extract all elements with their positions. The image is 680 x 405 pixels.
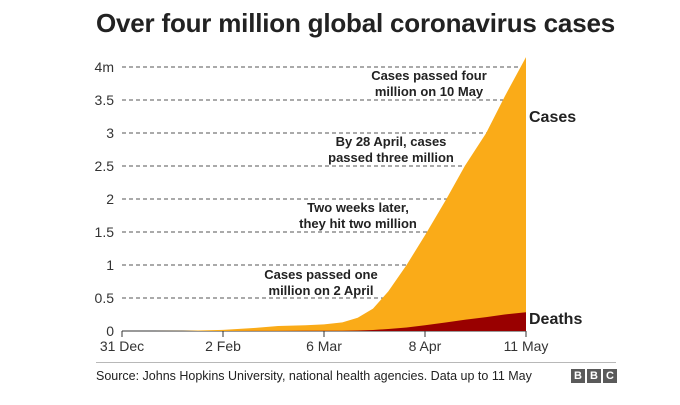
annotation-text: Two weeks later, bbox=[307, 200, 409, 215]
x-tick-label: 11 May bbox=[504, 338, 549, 354]
x-tick-label: 8 Apr bbox=[409, 338, 442, 354]
bbc-logo-block: B bbox=[587, 369, 601, 383]
x-tick-label: 6 Mar bbox=[306, 338, 342, 354]
area-series bbox=[122, 57, 526, 331]
annotation-text: million on 10 May bbox=[375, 84, 484, 99]
annotation-text: million on 2 April bbox=[269, 283, 374, 298]
y-axis-ticks: 0 0.5 1 1.5 2 2.5 3 3.5 4m bbox=[95, 59, 115, 339]
y-tick-label: 3.5 bbox=[95, 92, 115, 108]
area-chart: 0 0.5 1 1.5 2 2.5 3 3.5 4m 31 Dec 2 Feb 6 Mar 8 Apr… bbox=[95, 57, 582, 354]
y-tick-label: 4m bbox=[95, 59, 114, 75]
series-label-deaths: Deaths bbox=[529, 311, 582, 328]
x-tick-label: 31 Dec bbox=[100, 338, 144, 354]
y-tick-label: 2 bbox=[106, 191, 114, 207]
series-labels: Cases Deaths bbox=[529, 109, 582, 328]
x-tick-label: 2 Feb bbox=[205, 338, 241, 354]
annotation-text: By 28 April, cases bbox=[336, 134, 447, 149]
annotation-text: they hit two million bbox=[299, 216, 417, 231]
y-tick-label: 1.5 bbox=[95, 224, 115, 240]
y-tick-label: 2.5 bbox=[95, 158, 115, 174]
cases-area bbox=[122, 57, 526, 331]
annotation-text: Cases passed four bbox=[371, 68, 487, 83]
footer-divider bbox=[96, 362, 616, 363]
deaths-area bbox=[122, 312, 526, 331]
bbc-logo: B B C bbox=[571, 369, 617, 383]
annotation-text: passed three million bbox=[328, 150, 454, 165]
bbc-logo-block: C bbox=[603, 369, 617, 383]
source-note: Source: Johns Hopkins University, nation… bbox=[96, 369, 532, 383]
y-tick-label: 1 bbox=[106, 257, 114, 273]
chart-title: Over four million global coronavirus cas… bbox=[96, 8, 615, 38]
y-tick-label: 3 bbox=[106, 125, 114, 141]
x-axis-ticks: 31 Dec 2 Feb 6 Mar 8 Apr 11 May bbox=[100, 331, 549, 354]
annotation-text: Cases passed one bbox=[264, 267, 377, 282]
series-label-cases: Cases bbox=[529, 109, 576, 126]
bbc-logo-block: B bbox=[571, 369, 585, 383]
y-tick-label: 0.5 bbox=[95, 290, 115, 306]
y-tick-label: 0 bbox=[106, 323, 114, 339]
